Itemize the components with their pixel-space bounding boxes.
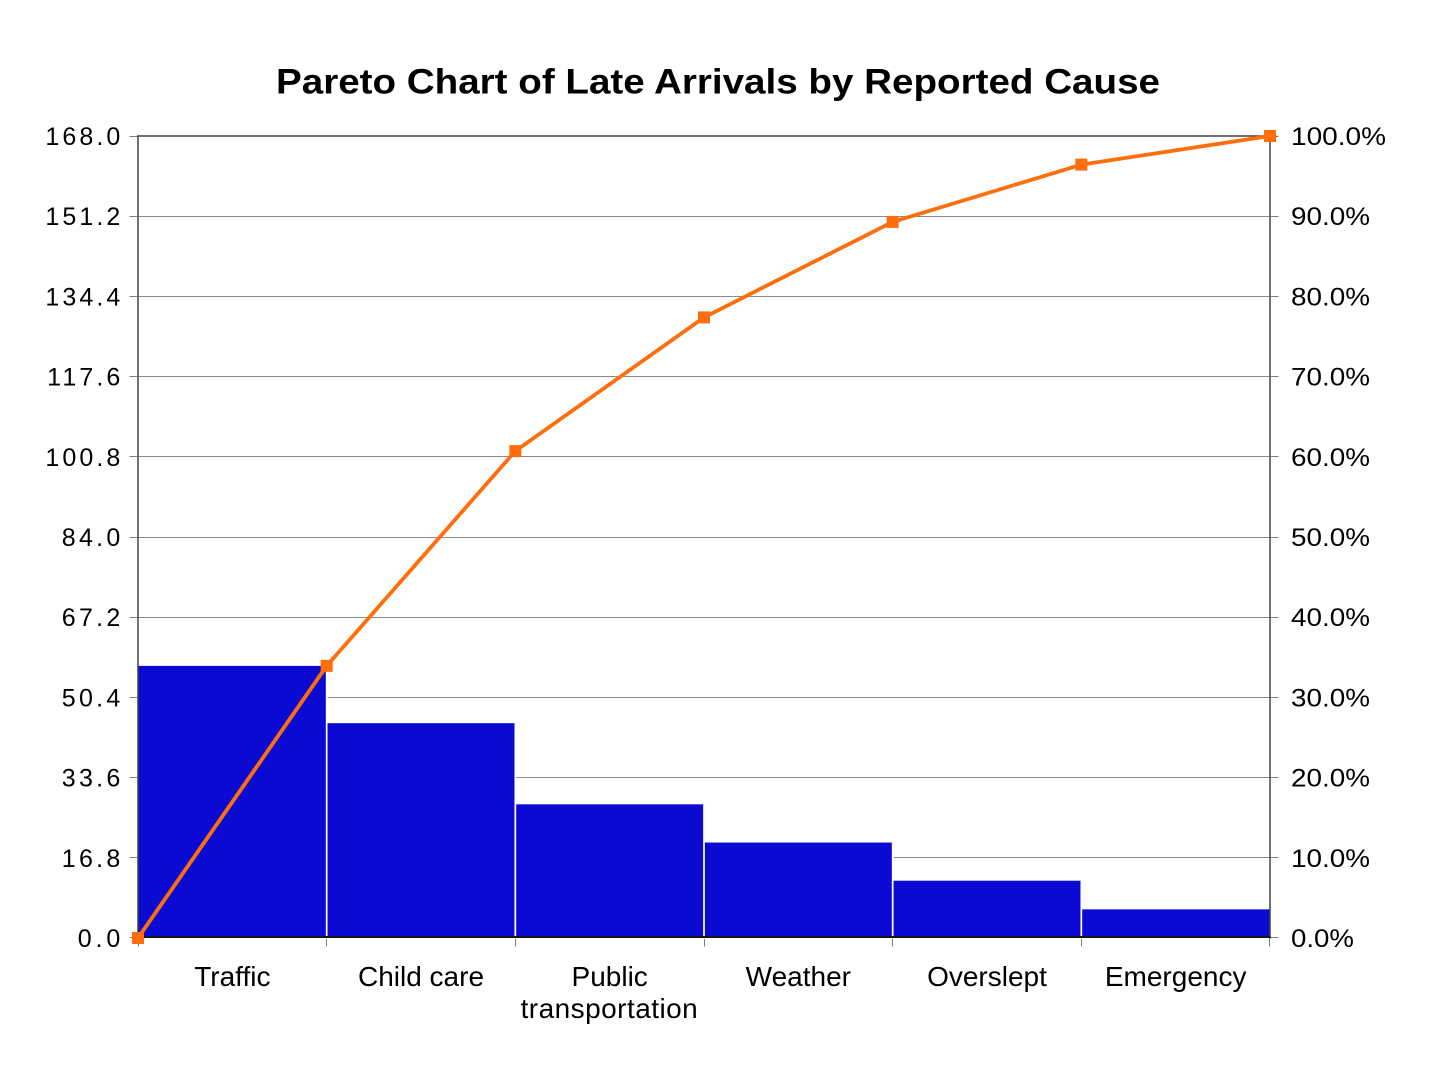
svg-text:30.0%: 30.0% xyxy=(1291,684,1370,712)
svg-text:70.0%: 70.0% xyxy=(1291,364,1370,392)
svg-text:transportation: transportation xyxy=(521,993,699,1024)
svg-text:16.8: 16.8 xyxy=(62,845,124,873)
svg-text:50.0%: 50.0% xyxy=(1291,524,1370,552)
svg-text:Public: Public xyxy=(572,961,648,992)
svg-text:117.6: 117.6 xyxy=(47,364,123,392)
svg-text:60.0%: 60.0% xyxy=(1291,444,1370,472)
svg-text:Child care: Child care xyxy=(358,961,484,992)
svg-text:67.2: 67.2 xyxy=(62,604,124,632)
svg-text:0.0: 0.0 xyxy=(78,925,124,953)
svg-text:20.0%: 20.0% xyxy=(1291,765,1370,793)
svg-text:Traffic: Traffic xyxy=(194,961,270,992)
svg-text:Weather: Weather xyxy=(746,961,851,992)
svg-text:100.0%: 100.0% xyxy=(1291,123,1386,151)
svg-text:40.0%: 40.0% xyxy=(1291,604,1370,632)
svg-text:Overslept: Overslept xyxy=(927,961,1047,992)
svg-text:50.4: 50.4 xyxy=(62,684,124,712)
svg-text:80.0%: 80.0% xyxy=(1291,283,1370,311)
svg-text:134.4: 134.4 xyxy=(45,283,123,311)
svg-text:Emergency: Emergency xyxy=(1105,961,1247,992)
svg-text:84.0: 84.0 xyxy=(62,524,124,552)
svg-text:90.0%: 90.0% xyxy=(1291,203,1370,231)
svg-text:151.2: 151.2 xyxy=(45,203,123,231)
svg-text:168.0: 168.0 xyxy=(45,123,123,151)
svg-text:0.0%: 0.0% xyxy=(1291,925,1354,953)
svg-text:100.8: 100.8 xyxy=(45,444,123,472)
svg-text:10.0%: 10.0% xyxy=(1291,845,1370,873)
svg-text:Pareto Chart of Late Arrivals: Pareto Chart of Late Arrivals by Reporte… xyxy=(276,62,1160,102)
svg-text:33.6: 33.6 xyxy=(62,765,124,793)
